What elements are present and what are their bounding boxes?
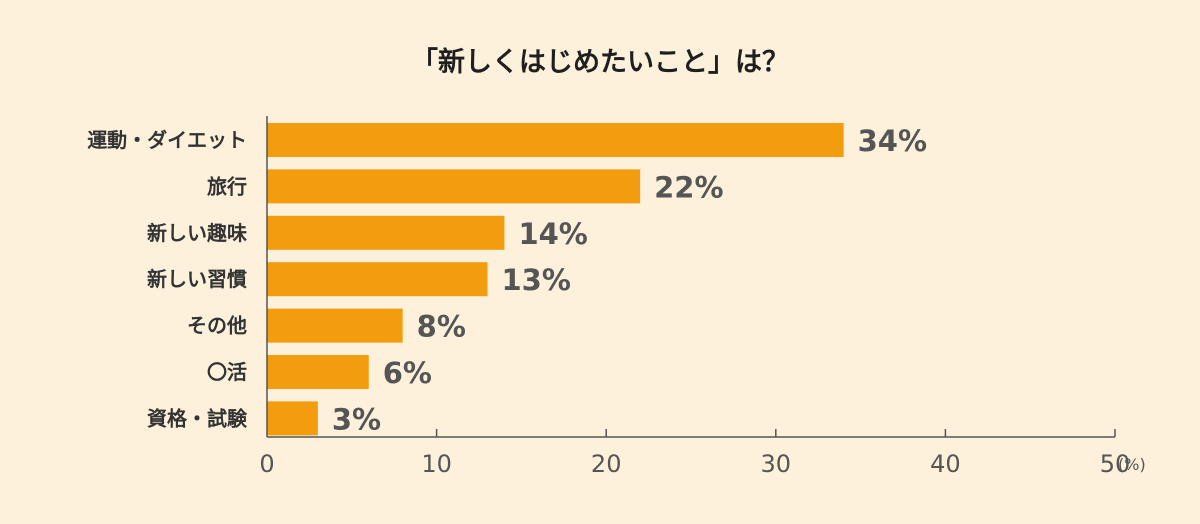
category-label: その他 (187, 314, 247, 338)
bar (267, 401, 318, 436)
data-label: 14% (518, 217, 587, 251)
data-label: 22% (654, 170, 723, 204)
category-label: 資格・試験 (147, 406, 248, 430)
x-tick-label: 20 (591, 450, 622, 478)
bar (267, 215, 505, 250)
x-axis-unit: (%) (1118, 455, 1146, 474)
category-label: 新しい習慣 (147, 267, 247, 291)
x-tick-label: 40 (930, 450, 961, 478)
data-label: 34% (858, 124, 927, 158)
bar (267, 308, 403, 343)
data-label: 13% (501, 263, 570, 297)
x-tick-label: 30 (761, 450, 792, 478)
bar (267, 262, 488, 297)
data-label: 3% (332, 402, 381, 436)
x-tick-label: 0 (259, 450, 274, 478)
bar (267, 169, 641, 204)
data-label: 8% (417, 310, 466, 344)
category-label: 〇活 (207, 360, 247, 384)
category-label: 新しい趣味 (147, 221, 247, 245)
data-label: 6% (383, 356, 432, 390)
x-axis: 0 10 20 30 40 50 (259, 116, 1130, 478)
x-tick-label: 50 (1100, 450, 1131, 478)
x-tick-label: 10 (421, 450, 452, 478)
bars-group: 運動・ダイエット 34% 旅行 22% 新しい趣味 14% 新しい習慣 13% その他 8% 〇活 6… (87, 123, 927, 436)
bar (267, 355, 369, 389)
chart-title: 「新しくはじめたいこと」は？ (411, 46, 789, 78)
category-label: 旅行 (207, 174, 247, 198)
category-label: 運動・ダイエット (87, 128, 247, 152)
bar (267, 123, 844, 157)
